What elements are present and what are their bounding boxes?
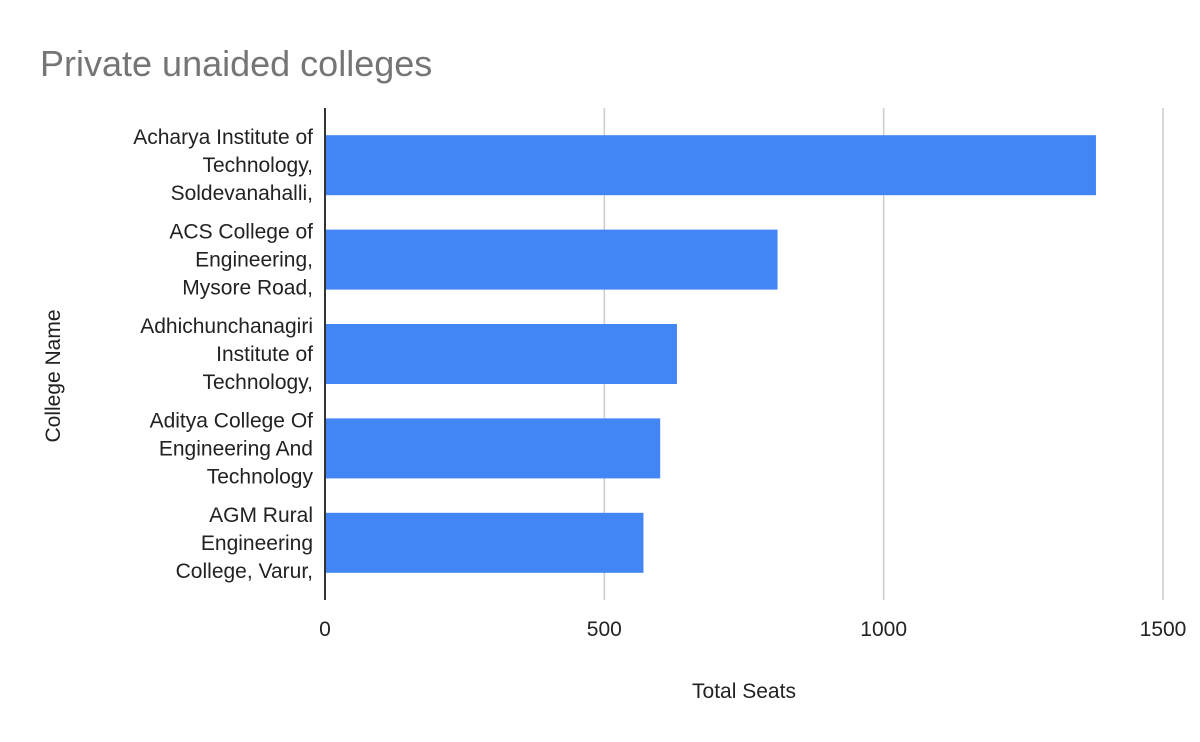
category-label: AGM Rural Engineering College, Varur, [176,504,313,583]
category-label: Aditya College Of Engineering And Technolo… [150,409,314,488]
chart-title: Private unaided colleges [40,43,432,84]
x-tick-label: 1000 [860,618,907,641]
bars [325,135,1096,573]
x-tick-label: 500 [587,618,622,641]
x-tick-label: 1500 [1140,618,1187,641]
bar [325,418,661,479]
bar [325,229,778,290]
x-tick-labels: 0 500 1000 1500 [319,618,1186,641]
category-labels: Acharya Institute of Technology, Soldevana… [133,126,313,583]
x-tick-label: 0 [319,618,331,641]
bar [325,512,644,573]
category-label: Adhichunchanagiri Institute of Technology, [140,315,313,394]
bar [325,135,1096,196]
y-axis-title: College Name [42,309,65,442]
x-axis-title: Total Seats [692,680,796,703]
bar [325,324,677,384]
category-label: Acharya Institute of Technology, Soldevana… [133,126,313,205]
category-label: ACS College of Engineering, Mysore Road, [169,221,313,300]
